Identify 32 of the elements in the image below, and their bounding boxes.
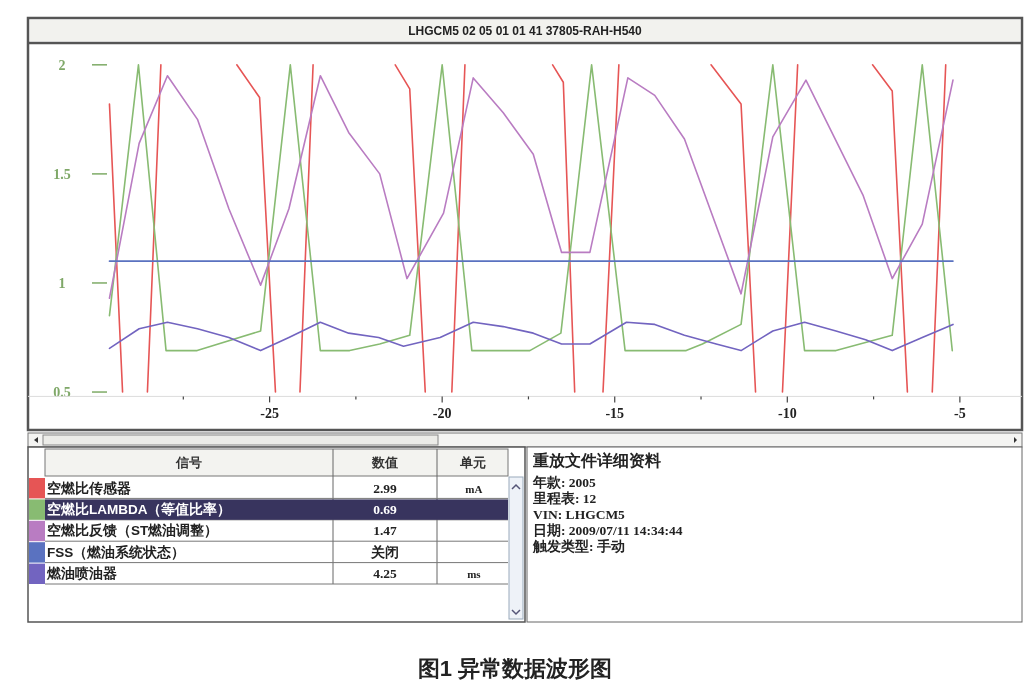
text: VIN: LHGCM5 — [533, 507, 626, 522]
text: 数值 — [371, 455, 398, 470]
y-tick-label: 1.5 — [53, 166, 71, 182]
text: 图1 异常数据波形图 — [417, 656, 613, 681]
x-tick-label: -25 — [260, 406, 279, 422]
text: 关闭 — [370, 543, 399, 560]
x-tick-label: -20 — [432, 406, 452, 422]
text: 年款: 2005 — [532, 475, 597, 490]
text: 触发类型: 手动 — [532, 539, 625, 554]
text: 0.69 — [373, 501, 398, 517]
text: 重放文件详细资料 — [532, 452, 661, 469]
legend-label: 空燃比反馈（ST燃油调整） — [47, 522, 219, 539]
legend-label: 空燃比LAMBDA（等值比率） — [47, 500, 232, 517]
text: 1.47 — [373, 523, 398, 539]
line-series — [108, 321, 954, 352]
legend-label: 燃油喷油器 — [46, 566, 117, 582]
legend-title: 信号 — [175, 455, 202, 470]
line-series — [108, 74, 954, 300]
text: 2.99 mA — [373, 480, 483, 496]
text: 里程表: 12 — [532, 491, 597, 506]
y-tick-label: 2 — [58, 57, 66, 73]
x-tick-label: -5 — [954, 406, 966, 422]
text: 日期: 2009/07/11 14:34:44 — [533, 523, 683, 538]
text: 4.25 ms — [373, 566, 481, 582]
chart-subtitle: LHGCM5 02 05 01 01 41 37805-RAH-H540 — [408, 24, 643, 38]
legend-label: FSS（燃油系统状态） — [47, 543, 186, 560]
y-tick-label: 1 — [58, 275, 66, 291]
x-tick-label: -10 — [777, 406, 797, 422]
y-tick-label: 0.5 — [53, 385, 71, 401]
text: 单元 — [458, 455, 486, 470]
x-tick-label: -15 — [605, 406, 625, 422]
legend-label: 空燃比传感器 — [47, 479, 131, 496]
